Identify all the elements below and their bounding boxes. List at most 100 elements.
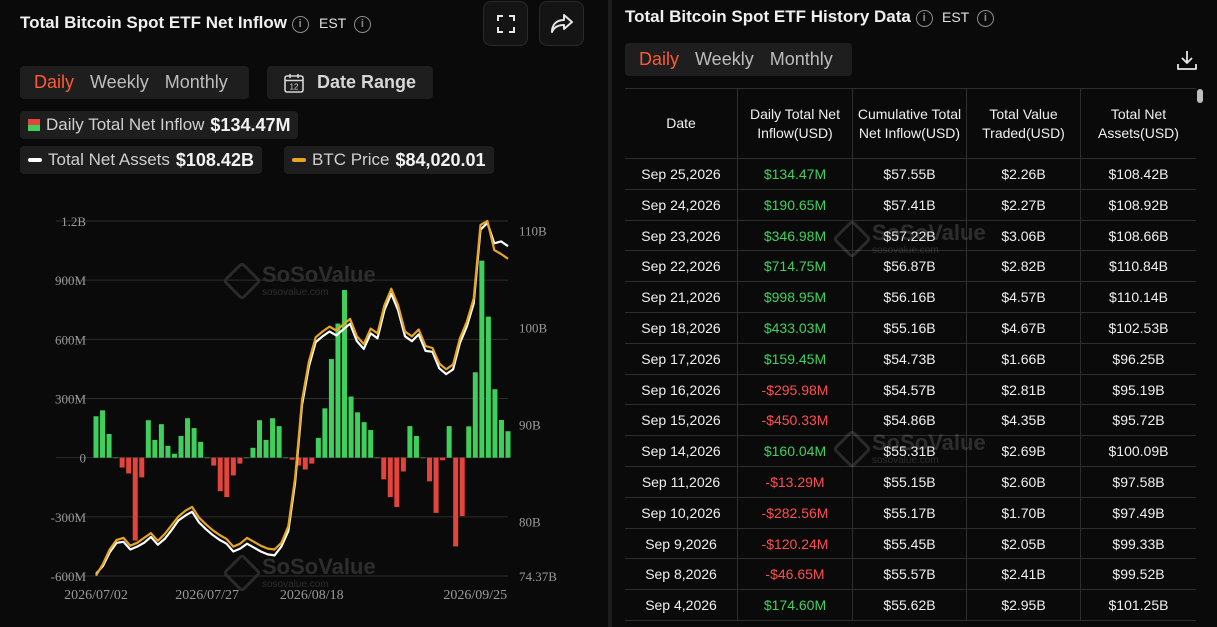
cell-daily-inflow: $998.95M (738, 282, 853, 312)
cell-daily-inflow: -$282.56M (738, 497, 853, 528)
tab-monthly[interactable]: Monthly (164, 72, 228, 92)
inflow-bar (348, 396, 354, 458)
left-axis-tick-label: 1.2B (61, 214, 86, 229)
fullscreen-button[interactable] (483, 1, 528, 46)
tab-monthly[interactable]: Monthly (769, 49, 833, 69)
history-table-panel (612, 0, 1217, 627)
table-scrollbar[interactable] (1197, 89, 1203, 103)
table-row[interactable]: Sep 23,2026 $346.98M $57.22B $3.06B $108.66B (625, 220, 1196, 252)
cell-cumulative: $54.57B (853, 374, 967, 405)
inflow-bar (315, 437, 321, 458)
legend-inflow-label: Daily Total Net Inflow (46, 115, 205, 134)
table-row[interactable]: Sep 11,2026 -$13.29M $55.15B $2.60B $97.58B (625, 466, 1196, 498)
inflow-bar (381, 457, 387, 480)
inflow-bar (302, 457, 308, 470)
inflow-bar (466, 426, 472, 458)
download-icon (1177, 51, 1197, 70)
inflow-bar (374, 457, 380, 459)
table-row[interactable]: Sep 9,2026 -$120.24M $55.45B $2.05B $99.33B (625, 528, 1196, 560)
date-range-button[interactable]: 12 Date Range (267, 66, 433, 99)
cell-daily-inflow: $346.98M (738, 220, 853, 251)
inflow-bar (394, 457, 400, 507)
legend-inflow-value: $134.47M (210, 114, 291, 135)
chart-title-text: Total Bitcoin Spot ETF Net Inflow (20, 13, 287, 32)
table-row[interactable]: Sep 16,2026 -$295.98M $54.57B $2.81B $95.19B (625, 374, 1196, 406)
tab-weekly[interactable]: Weekly (90, 72, 149, 92)
download-button[interactable] (1175, 48, 1199, 77)
col-header-value-traded[interactable]: Total Value Traded(USD) (967, 89, 1081, 158)
timezone-info-icon[interactable]: i (353, 16, 371, 33)
tab-daily[interactable]: Daily (639, 49, 680, 69)
inflow-bar (119, 457, 125, 468)
right-axis-tick-label: 74.37B (519, 569, 557, 584)
inflow-chart[interactable]: -600M -300M 0 300M 600M 900M 1.2B 74.37B 80B 90B 1… (0, 195, 608, 607)
table-row[interactable]: Sep 18,2026 $433.03M $55.16B $4.67B $102.53B (625, 312, 1196, 344)
share-button[interactable] (539, 1, 584, 46)
tab-weekly[interactable]: Weekly (695, 49, 754, 69)
inflow-bar (296, 457, 302, 466)
cell-value-traded: $1.66B (967, 343, 1081, 374)
table-row[interactable]: Sep 21,2026 $998.95M $56.16B $4.57B $110.14B (625, 282, 1196, 313)
inflow-bar (191, 428, 197, 458)
table-body: Sep 25,2026 $134.47M $57.55B $2.26B $108.42B… (625, 159, 1196, 621)
cell-daily-inflow: $714.75M (738, 251, 853, 282)
inflow-bar (309, 457, 315, 464)
inflow-bar (472, 372, 478, 458)
inflow-bar (237, 457, 243, 464)
table-row[interactable]: Sep 24,2026 $190.65M $57.41B $2.27B $108.92B (625, 189, 1196, 221)
left-axis-tick-label: 300M (55, 392, 87, 407)
inflow-bar (387, 457, 393, 498)
info-icon[interactable]: i (915, 10, 933, 27)
inflow-bar (427, 457, 433, 482)
cell-value-traded: $2.26B (967, 159, 1081, 189)
info-icon[interactable]: i (291, 16, 309, 33)
col-header-cumulative[interactable]: Cumulative Total Net Inflow(USD) (853, 89, 967, 158)
table-row[interactable]: Sep 14,2026 $160.04M $55.31B $2.69B $100.09B (625, 436, 1196, 467)
cell-cumulative: $55.62B (853, 590, 967, 620)
cell-net-assets: $108.42B (1108, 166, 1169, 182)
fullscreen-icon (496, 14, 515, 33)
cell-daily-inflow: -$120.24M (738, 528, 853, 559)
table-row[interactable]: Sep 4,2026 $174.60M $55.62B $2.95B $101.25B (625, 590, 1196, 621)
inflow-bar (322, 408, 328, 458)
table-row[interactable]: Sep 10,2026 -$282.56M $55.17B $1.70B $97.49B (625, 497, 1196, 529)
cell-net-assets: $96.25B (1112, 350, 1165, 367)
table-row[interactable]: Sep 8,2026 -$46.65M $55.57B $2.41B $99.52B (625, 559, 1196, 591)
cell-value-traded: $2.05B (967, 528, 1081, 559)
cell-daily-inflow: $159.45M (738, 343, 853, 374)
table-timezone-text: EST (942, 9, 969, 25)
inflow-bar (100, 410, 106, 458)
col-header-daily-inflow[interactable]: Daily Total Net Inflow(USD) (738, 89, 853, 158)
table-timezone-label: EST i (942, 9, 994, 27)
table-row[interactable]: Sep 17,2026 $159.45M $54.73B $1.66B $96.25B (625, 343, 1196, 375)
col-header-net-assets[interactable]: Total Net Assets(USD) (1098, 105, 1179, 141)
cell-net-assets: $95.19B (1112, 381, 1165, 398)
legend-btc-price[interactable]: BTC Price $84,020.01 (284, 146, 494, 174)
cell-date: Sep 18,2026 (625, 312, 738, 343)
col-header-date[interactable]: Date (625, 89, 738, 158)
table-row[interactable]: Sep 25,2026 $134.47M $57.55B $2.26B $108.42B (625, 159, 1196, 190)
legend-daily-inflow[interactable]: Daily Total Net Inflow $134.47M (20, 111, 299, 139)
left-axis-tick-label: -300M (51, 510, 87, 525)
inflow-bar (178, 435, 184, 458)
legend-price-label: BTC Price (312, 150, 390, 169)
price-line (95, 219, 509, 577)
legend-price-value: $84,020.01 (395, 149, 486, 170)
left-axis-tick-label: 0 (80, 451, 87, 466)
cell-cumulative: $57.22B (853, 220, 967, 251)
table-row[interactable]: Sep 22,2026 $714.75M $56.87B $2.82B $110.84B (625, 251, 1196, 283)
cell-cumulative: $56.16B (853, 282, 967, 312)
cell-cumulative: $55.57B (853, 559, 967, 590)
table-row[interactable]: Sep 15,2026 -$450.33M $54.86B $4.35B $95.72B (625, 405, 1196, 437)
tab-daily[interactable]: Daily (34, 72, 75, 92)
cell-daily-inflow: -$450.33M (738, 405, 853, 436)
inflow-bar (446, 426, 452, 458)
timezone-info-icon[interactable]: i (976, 10, 994, 27)
watermark: SoSoValue sosovalue.com (222, 553, 376, 593)
cell-daily-inflow: -$295.98M (738, 374, 853, 405)
cell-value-traded: $4.67B (967, 312, 1081, 343)
inflow-bar (106, 434, 112, 458)
cell-daily-inflow: $134.47M (738, 159, 853, 189)
legend-total-assets[interactable]: Total Net Assets $108.42B (20, 146, 262, 174)
cell-daily-inflow: -$13.29M (738, 466, 853, 497)
